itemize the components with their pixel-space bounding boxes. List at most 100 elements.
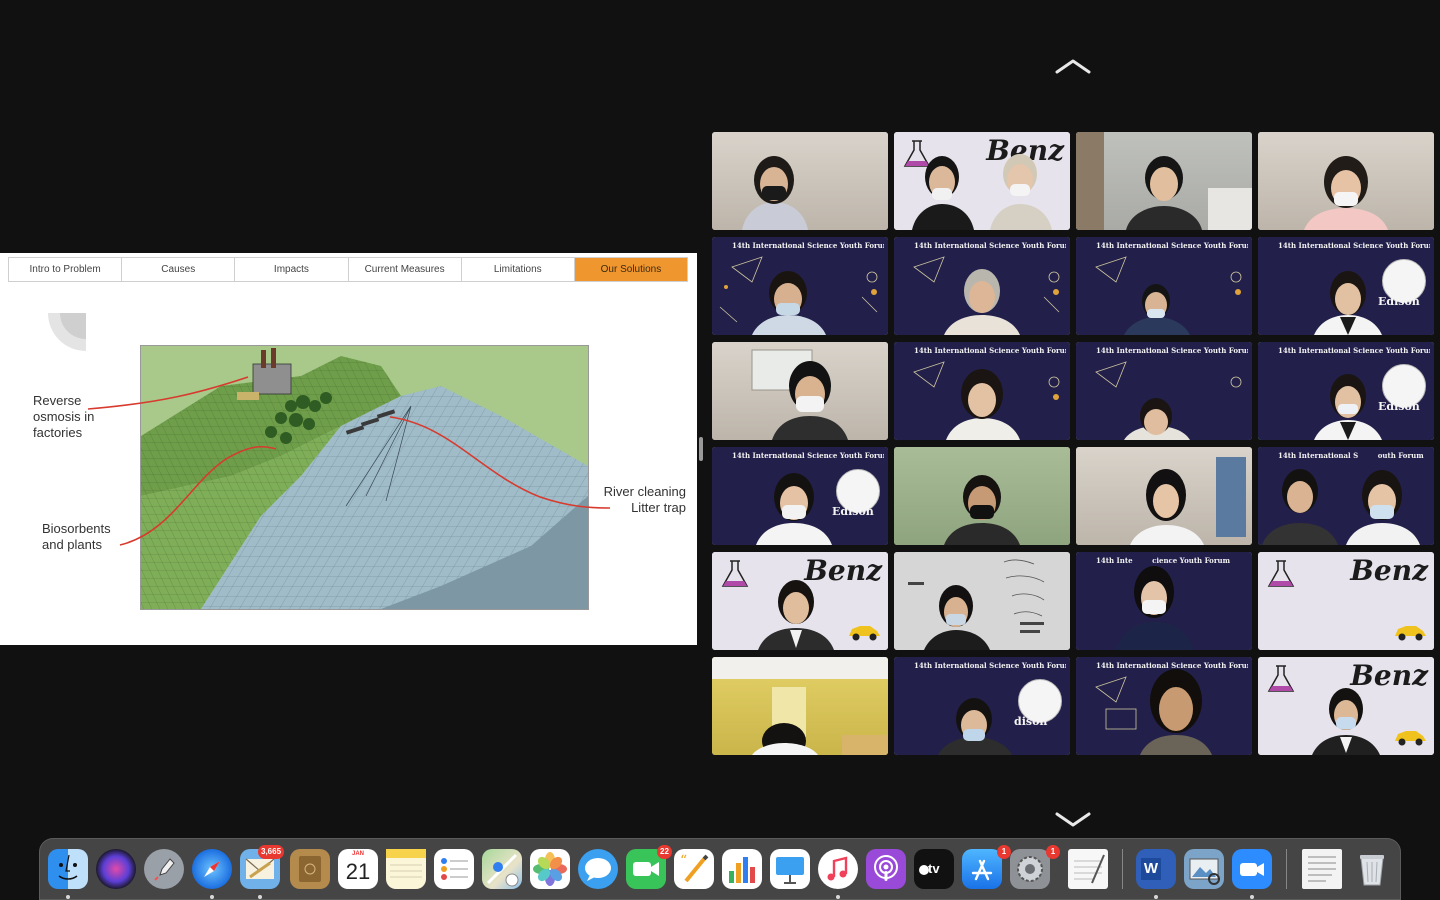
participant-video[interactable]: [894, 447, 1070, 545]
numbers-icon[interactable]: [722, 849, 762, 889]
participant-video[interactable]: 14th International Science Youth Forum: [1076, 237, 1252, 335]
participant-video[interactable]: Benz: [1258, 552, 1434, 650]
running-indicator: [1154, 895, 1158, 899]
participant-video[interactable]: Benz: [712, 552, 888, 650]
facetime-icon[interactable]: [626, 849, 666, 889]
forum-banner: 14th International Science Youth Forum: [1096, 661, 1248, 670]
tab-causes[interactable]: Causes: [122, 258, 236, 281]
participant-video[interactable]: [712, 132, 888, 230]
maps-icon[interactable]: [482, 849, 522, 889]
participant-figure-icon: [1314, 271, 1382, 335]
participant-video[interactable]: 14th International Science Youth Forum d…: [894, 657, 1070, 755]
svg-text:“: “: [680, 853, 687, 869]
word-wall-icon: [908, 559, 1045, 633]
participant-video[interactable]: [1076, 447, 1252, 545]
chevron-down-icon[interactable]: [1053, 810, 1093, 830]
system-preferences-icon[interactable]: [1010, 849, 1050, 889]
participant-figure-icon: [758, 580, 834, 650]
decorative-shape-icon: [48, 313, 86, 351]
participant-figure-icon: [1116, 566, 1194, 650]
zoom-icon[interactable]: [1232, 849, 1272, 889]
participant-video[interactable]: 14th International Science Youth Forum E…: [1258, 237, 1434, 335]
participant-figure-icon: [1124, 284, 1190, 335]
preview-icon[interactable]: [1184, 849, 1224, 889]
edison-badge-icon: [1382, 259, 1426, 303]
running-indicator: [258, 895, 262, 899]
participant-video[interactable]: [1076, 132, 1252, 230]
forum-banner: 14th International Science Youth Forum: [914, 661, 1066, 670]
split-view-handle[interactable]: [699, 437, 703, 461]
forum-banner: 14th International Science Youth Forum: [1096, 346, 1248, 355]
tab-limitations[interactable]: Limitations: [462, 258, 575, 281]
participant-video[interactable]: [712, 342, 888, 440]
running-indicator: [1250, 895, 1254, 899]
participant-video[interactable]: 14th Inte cience Youth Forum: [1076, 552, 1252, 650]
apple-tv-label: tv: [928, 861, 940, 876]
forum-banner: 14th International Science Youth Forum: [732, 451, 884, 460]
pages-icon[interactable]: “: [674, 849, 714, 889]
photos-icon[interactable]: [530, 849, 570, 889]
participant-figure-icon: [742, 156, 808, 230]
benz-logo: Benz: [1350, 554, 1428, 587]
participant-figure-icon: [924, 585, 990, 650]
running-indicator: [836, 895, 840, 899]
participant-video[interactable]: 14th International Science Youth Forum E…: [712, 447, 888, 545]
calendar-icon[interactable]: JAN 21: [338, 849, 378, 889]
tab-intro-to-problem[interactable]: Intro to Problem: [9, 258, 123, 281]
participant-video[interactable]: 14th International Science Youth Forum: [1076, 342, 1252, 440]
podcasts-icon[interactable]: [866, 849, 906, 889]
slide-tab-bar: Intro to Problem Causes Impacts Current …: [8, 257, 688, 282]
documents-stack-icon[interactable]: [1302, 849, 1342, 889]
music-icon[interactable]: [818, 849, 858, 889]
reminders-icon[interactable]: [434, 849, 474, 889]
participant-figure-icon: [1124, 398, 1190, 440]
participant-video[interactable]: 14th International Science Youth Forum: [1076, 657, 1252, 755]
keynote-icon[interactable]: [770, 849, 810, 889]
participant-video[interactable]: 14th International Science Youth Forum: [894, 342, 1070, 440]
flask-icon: [1267, 665, 1295, 692]
safari-icon[interactable]: [192, 849, 232, 889]
forum-banner: 14th International Science Youth Forum: [914, 241, 1066, 250]
notebook-icon[interactable]: [290, 849, 330, 889]
participant-video[interactable]: Benz: [894, 132, 1070, 230]
participant-video[interactable]: 14th International Science Youth Forum: [712, 237, 888, 335]
app-store-icon[interactable]: [962, 849, 1002, 889]
finder-icon[interactable]: [48, 849, 88, 889]
participant-figure-icon: [1262, 469, 1420, 545]
siri-icon[interactable]: [96, 849, 136, 889]
participant-name-label: Edison: [1378, 400, 1420, 413]
participant-figure-icon: [712, 657, 888, 755]
forum-doodles-icon: [913, 256, 1060, 313]
launchpad-icon[interactable]: [144, 849, 184, 889]
dock-separator: [1286, 849, 1287, 889]
car-icon: [1395, 626, 1426, 641]
participant-video[interactable]: [1258, 132, 1434, 230]
participant-figure-icon: [1314, 374, 1382, 440]
benz-logo: Benz: [1350, 659, 1428, 692]
participant-video[interactable]: 14th International S outh Forum: [1258, 447, 1434, 545]
tab-impacts[interactable]: Impacts: [235, 258, 349, 281]
participant-video[interactable]: Benz: [1258, 657, 1434, 755]
participant-video[interactable]: [712, 657, 888, 755]
participant-figure-icon: [1076, 132, 1252, 230]
flask-icon: [721, 560, 749, 587]
participant-video[interactable]: [894, 552, 1070, 650]
participant-figure-icon: [1304, 156, 1388, 230]
textedit-icon[interactable]: [1068, 849, 1108, 889]
participant-figure-icon: [912, 154, 1052, 230]
tab-current-measures[interactable]: Current Measures: [349, 258, 462, 281]
participant-video-active-speaker[interactable]: 14th International Science Youth Forum E…: [1258, 342, 1434, 440]
participant-figure-icon: [751, 349, 848, 440]
notes-icon[interactable]: [386, 849, 426, 889]
participant-figure-icon: [756, 473, 832, 545]
microsoft-word-icon[interactable]: W: [1136, 849, 1176, 889]
participant-video[interactable]: 14th International Science Youth Forum: [894, 237, 1070, 335]
trash-icon[interactable]: [1352, 849, 1392, 889]
messages-icon[interactable]: [578, 849, 618, 889]
participant-figure-icon: [938, 698, 1012, 755]
forum-banner-partial: 14th International S outh Forum: [1278, 451, 1424, 460]
tab-our-solutions[interactable]: Our Solutions: [574, 258, 688, 281]
chevron-up-icon[interactable]: [1053, 56, 1093, 76]
river-model-illustration: [140, 345, 589, 610]
apple-tv-icon[interactable]: tv: [914, 849, 954, 889]
